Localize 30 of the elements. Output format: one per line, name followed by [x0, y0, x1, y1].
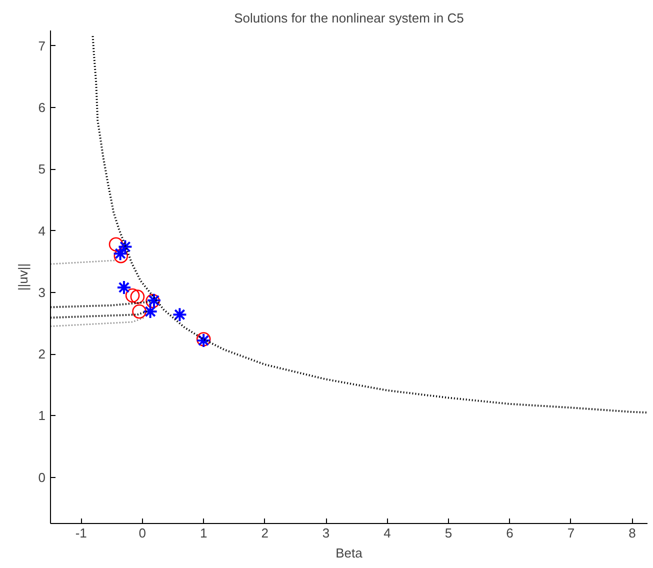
chart-title: Solutions for the nonlinear system in C5 — [234, 10, 464, 26]
y-tick-label: 6 — [38, 100, 46, 116]
y-tick-label: 2 — [38, 346, 46, 362]
x-tick-label: 7 — [567, 526, 575, 540]
point — [132, 304, 146, 319]
point — [172, 307, 188, 322]
y-tick-label: 1 — [38, 408, 46, 424]
y-tick-label: 3 — [38, 284, 46, 300]
y-tick-label: 7 — [38, 38, 46, 54]
x-tick-label: -1 — [75, 526, 87, 540]
x-tick-label: 4 — [384, 526, 391, 540]
point — [125, 288, 140, 303]
point — [118, 239, 133, 254]
line-series — [92, 35, 648, 414]
x-tick-label: 1 — [200, 526, 208, 540]
x-tick-label: 0 — [138, 526, 146, 540]
x-tick-label: 8 — [628, 526, 636, 540]
x-axis-title: Beta — [336, 546, 364, 560]
x-tick-label: 6 — [506, 526, 514, 540]
point — [108, 237, 124, 252]
x-tick-label: 5 — [444, 526, 452, 540]
x-tick-label: 2 — [261, 526, 268, 540]
point — [130, 290, 145, 304]
y-axis-title: ||uv|| — [15, 263, 30, 291]
point — [116, 280, 132, 295]
x-tick-label: 3 — [322, 526, 330, 540]
y-tick-label: 4 — [38, 223, 46, 238]
y-tick-label: 0 — [38, 470, 46, 485]
y-tick-label: 5 — [38, 162, 46, 177]
point — [142, 304, 158, 320]
